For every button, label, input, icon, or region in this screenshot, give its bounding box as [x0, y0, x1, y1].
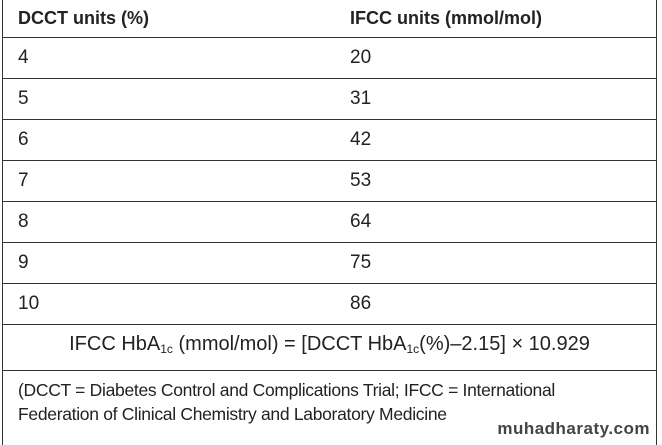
table-cell: 42: [350, 129, 372, 150]
formula-text: (mmol/mol) = [DCCT HbA: [172, 333, 407, 355]
row-border: [2, 242, 657, 243]
row-border: [2, 283, 657, 284]
formula: IFCC HbA1c (mmol/mol) = [DCCT HbA1c(%)–2…: [2, 333, 657, 356]
row-border: [2, 78, 657, 79]
row-border: [2, 119, 657, 120]
table-cell: 75: [350, 252, 372, 273]
row-border: [2, 37, 657, 38]
table-cell: 6: [18, 129, 29, 150]
table-cell: 7: [18, 170, 29, 191]
row-border: [2, 201, 657, 202]
table-cell: 10: [18, 293, 40, 314]
table-cell: 31: [350, 88, 372, 109]
formula-text: IFCC HbA: [69, 333, 161, 355]
formula-text: (%)–2.15] × 10.929: [419, 333, 590, 355]
row-border: [2, 370, 657, 371]
table-cell: 8: [18, 211, 29, 232]
table-cell: 20: [350, 47, 372, 68]
table-cell: 9: [18, 252, 29, 273]
footnote-line: (DCCT = Diabetes Control and Complicatio…: [18, 380, 555, 400]
table-cell: 4: [18, 47, 29, 68]
table-cell: 53: [350, 170, 372, 191]
table-cell: 5: [18, 88, 29, 109]
formula-subscript: 1c: [160, 342, 173, 356]
table-cell: 64: [350, 211, 372, 232]
table-cell: 86: [350, 293, 372, 314]
header-cell: DCCT units (%): [18, 8, 149, 28]
row-border: [2, 160, 657, 161]
row-border: [2, 324, 657, 325]
watermark: muhadharaty.com: [497, 419, 650, 438]
header-cell: IFCC units (mmol/mol): [350, 8, 542, 28]
formula-subscript: 1c: [406, 342, 420, 356]
footnote-line: Federation of Clinical Chemistry and Lab…: [18, 404, 447, 424]
